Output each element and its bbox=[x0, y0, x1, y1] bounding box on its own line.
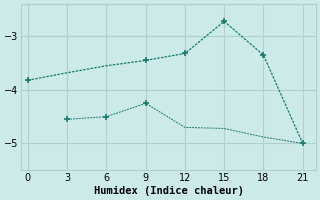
X-axis label: Humidex (Indice chaleur): Humidex (Indice chaleur) bbox=[93, 186, 244, 196]
